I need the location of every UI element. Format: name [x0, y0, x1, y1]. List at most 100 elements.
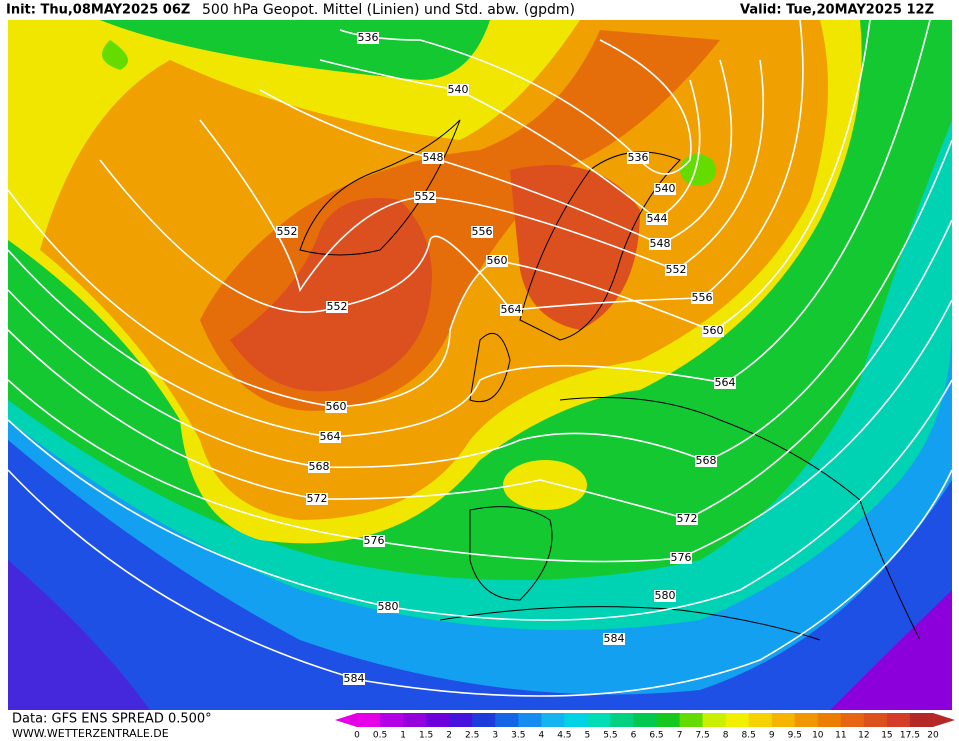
legend-label: 3	[492, 731, 498, 741]
legend-arrow-left	[335, 713, 357, 727]
contour-label-bg	[695, 455, 717, 467]
contour-label-bg	[646, 213, 668, 225]
contour-line	[7, 19, 871, 408]
contour-label: 572	[307, 492, 328, 505]
contour-line	[259, 59, 733, 245]
legend-label: 9.5	[788, 731, 802, 741]
contour-label-bg	[422, 152, 444, 164]
legend-swatch	[748, 713, 773, 727]
contour-label-bg	[319, 431, 341, 443]
contour-label-bg	[702, 325, 724, 337]
legend-label: 17.5	[900, 731, 920, 741]
contour-label: 560	[326, 400, 347, 413]
legend-label: 5	[585, 731, 591, 741]
legend-label: 8.5	[742, 731, 756, 741]
contour-labels: 536 540 548 552 552 556 560 552 564 560 564 568 572 5…	[276, 31, 736, 685]
contour-label: 580	[378, 600, 399, 613]
legend-swatch	[564, 713, 588, 727]
legend-label: 20	[927, 731, 939, 741]
contour-line	[7, 379, 953, 621]
contour-label: 568	[309, 460, 330, 473]
greenland	[299, 119, 461, 256]
legend-swatch	[863, 713, 888, 727]
contour-label: 540	[448, 83, 469, 96]
legend-label: 1	[400, 731, 406, 741]
data-source: Data: GFS ENS SPREAD 0.500°	[12, 712, 212, 727]
contour-label: 576	[671, 551, 692, 564]
contour-label: 552	[277, 225, 298, 238]
contour-label: 580	[655, 589, 676, 602]
contour-label-bg	[654, 183, 676, 195]
legend-swatch	[495, 713, 519, 727]
contour-label: 536	[628, 151, 649, 164]
legend-swatch	[886, 713, 911, 727]
legend-swatch	[679, 713, 704, 727]
contour-label-bg	[357, 32, 379, 44]
legend-swatch	[794, 713, 819, 727]
legend-label: 0	[354, 731, 360, 741]
contour-label-bg	[654, 590, 676, 602]
legend-swatch	[725, 713, 750, 727]
legend-swatch	[587, 713, 611, 727]
legend-label: 8	[723, 731, 729, 741]
color-legend: 0 0.5 1 1.5 2 2.5 3 3.5 4 4.5 5 5.5 6 6.5 7 7.5 8 8.5 9 9.5…	[335, 713, 955, 741]
contour-label-bg	[343, 673, 365, 685]
contour-label-bg	[500, 304, 522, 316]
legend-swatch	[380, 713, 404, 727]
contour-label-bg	[325, 401, 347, 413]
british-isles	[469, 332, 511, 402]
contour-label-bg	[308, 461, 330, 473]
legend-label: 4.5	[557, 731, 571, 741]
contour-label: 540	[655, 182, 676, 195]
map-title: 500 hPa Geopot. Mittel (Linien) und Std.…	[202, 2, 575, 18]
contour-label: 584	[344, 672, 365, 685]
legend-label: 6	[631, 731, 637, 741]
legend-swatch	[472, 713, 496, 727]
contour-line	[7, 469, 953, 697]
header-bar	[0, 0, 959, 20]
map-field	[8, 20, 952, 710]
legend-swatch	[449, 713, 473, 727]
contour-label-bg	[276, 226, 298, 238]
contour-label: 560	[703, 324, 724, 337]
legend-swatch	[656, 713, 681, 727]
contour-label-bg	[377, 601, 399, 613]
legend-label: 7.5	[695, 731, 709, 741]
contour-label: 556	[692, 291, 713, 304]
contour-label: 572	[677, 512, 698, 525]
contour-label-bg	[691, 292, 713, 304]
field-red-1	[230, 198, 432, 392]
contour-label-bg	[326, 301, 348, 313]
legend-arrow-right	[933, 713, 955, 727]
contour-label: 544	[647, 212, 668, 225]
init-time: Init: Thu,08MAY2025 06Z	[6, 3, 190, 18]
contour-label-bg	[363, 535, 385, 547]
site-name: WWW.WETTERZENTRALE.DE	[12, 727, 169, 740]
legend-label: 11	[835, 731, 846, 741]
contour-line	[319, 59, 701, 220]
legend-swatch	[817, 713, 842, 727]
contour-label: 548	[650, 237, 671, 250]
legend-swatch	[771, 713, 796, 727]
contour-label: 564	[715, 376, 736, 389]
contour-label: 564	[501, 303, 522, 316]
contour-label-bg	[676, 513, 698, 525]
contour-line	[7, 299, 953, 563]
legend-label: 12	[858, 731, 869, 741]
contour-label: 548	[423, 151, 444, 164]
legend-swatch	[518, 713, 542, 727]
africa-coast	[439, 606, 821, 641]
contour-label-bg	[649, 238, 671, 250]
contour-label: 556	[472, 225, 493, 238]
legend-swatch	[909, 713, 934, 727]
contour-line	[99, 19, 804, 313]
legend-swatch	[702, 713, 727, 727]
legend-label: 0.5	[373, 731, 387, 741]
field-violet-se	[830, 590, 952, 710]
legend-label: 10	[812, 731, 824, 741]
contour-label-bg	[486, 255, 508, 267]
contour-line	[7, 219, 953, 520]
field-violet	[8, 560, 150, 710]
field-red-2	[510, 165, 640, 330]
